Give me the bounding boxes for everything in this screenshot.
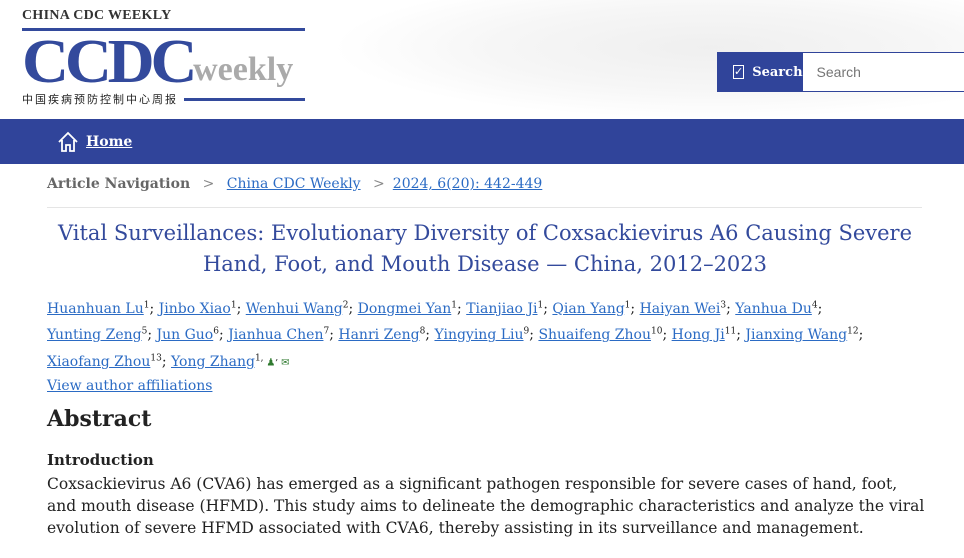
affiliation-number: 9 xyxy=(523,326,530,337)
search-label[interactable]: Search xyxy=(752,64,803,80)
brand-chinese: 中国疾病预防控制中心周报 xyxy=(22,93,178,106)
brand-big: CCDC xyxy=(22,28,197,96)
introduction-heading: Introduction xyxy=(47,451,154,469)
affiliation-number: 1 xyxy=(230,300,237,310)
author-link[interactable]: Yanhua Du xyxy=(735,300,812,317)
email-icon[interactable]: ✉ xyxy=(281,357,290,369)
home-link[interactable]: Home xyxy=(86,133,133,150)
affiliation-number: 1 xyxy=(143,300,150,310)
main-nav: Home xyxy=(0,119,964,164)
brand-weekly: weekly xyxy=(193,51,294,88)
affiliation-number: 3 xyxy=(720,300,727,310)
breadcrumb-journal[interactable]: China CDC Weekly xyxy=(226,176,361,192)
header: CHINA CDC WEEKLY CCDC weekly 中国疾病预防控制中心周报… xyxy=(0,0,964,119)
author-link[interactable]: Huanhuan Lu xyxy=(47,300,144,317)
author-link[interactable]: Jinbo Xiao xyxy=(158,300,231,317)
abstract-heading: Abstract xyxy=(47,406,152,432)
affiliation-number: 1, xyxy=(254,353,267,364)
author-link[interactable]: Jianhua Chen xyxy=(228,327,324,344)
affiliation-number: 7 xyxy=(323,326,330,337)
affiliation-number: 4 xyxy=(811,300,818,310)
affiliation-number: 12 xyxy=(847,326,859,337)
affiliation-number: 13 xyxy=(150,353,162,364)
divider xyxy=(47,207,922,208)
author-link[interactable]: Wenhui Wang xyxy=(245,300,343,317)
home-icon[interactable] xyxy=(56,130,80,154)
journal-logo[interactable]: CHINA CDC WEEKLY CCDC weekly 中国疾病预防控制中心周报 xyxy=(22,8,305,107)
affiliation-number: 5 xyxy=(141,326,148,337)
search-bar: ✓ Search xyxy=(717,52,964,92)
author-link[interactable]: Hanri Zeng xyxy=(338,327,420,344)
author-list: Huanhuan Lu1; Jinbo Xiao1; Wenhui Wang2;… xyxy=(47,300,864,394)
search-input[interactable] xyxy=(802,53,964,91)
person-icon[interactable]: ♟ xyxy=(266,357,276,369)
author-link[interactable]: Dongmei Yan xyxy=(357,300,452,317)
author-link[interactable]: Hong Ji xyxy=(671,327,725,344)
author-link[interactable]: Tianjiao Ji xyxy=(466,300,538,317)
breadcrumb: Article Navigation > China CDC Weekly >2… xyxy=(47,176,543,192)
author-link[interactable]: Qian Yang xyxy=(552,300,625,317)
brand-small: CHINA CDC WEEKLY xyxy=(22,8,172,23)
view-affiliations-link[interactable]: View author affiliations xyxy=(47,377,213,394)
author-link[interactable]: Yunting Zeng xyxy=(47,327,142,344)
author-link[interactable]: Yong Zhang xyxy=(171,353,255,370)
author-link[interactable]: Xiaofang Zhou xyxy=(47,353,151,370)
affiliation-number: 1 xyxy=(537,300,544,310)
affiliation-number: 11 xyxy=(724,326,737,337)
affiliation-number: 1 xyxy=(624,300,631,310)
checkbox-icon[interactable]: ✓ xyxy=(733,65,745,79)
author-link[interactable]: Jun Guo xyxy=(156,327,214,344)
author-link[interactable]: Jianxing Wang xyxy=(745,327,848,344)
affiliation-number: 6 xyxy=(213,326,219,337)
introduction-text: Coxsackievirus A6 (CVA6) has emerged as … xyxy=(47,475,925,537)
affiliation-number: 1 xyxy=(451,300,458,310)
affiliation-number: 2 xyxy=(342,300,349,310)
breadcrumb-label: Article Navigation xyxy=(47,176,191,192)
affiliation-number: 10 xyxy=(650,326,663,337)
article-title: Vital Surveillances: Evolutionary Divers… xyxy=(57,221,913,276)
affiliation-number: 8 xyxy=(419,326,426,337)
author-link[interactable]: Yingying Liu xyxy=(434,327,524,344)
author-link[interactable]: Haiyan Wei xyxy=(639,300,721,317)
breadcrumb-issue[interactable]: 2024, 6(20): 442-449 xyxy=(392,176,543,192)
author-link[interactable]: Shuaifeng Zhou xyxy=(538,327,651,344)
